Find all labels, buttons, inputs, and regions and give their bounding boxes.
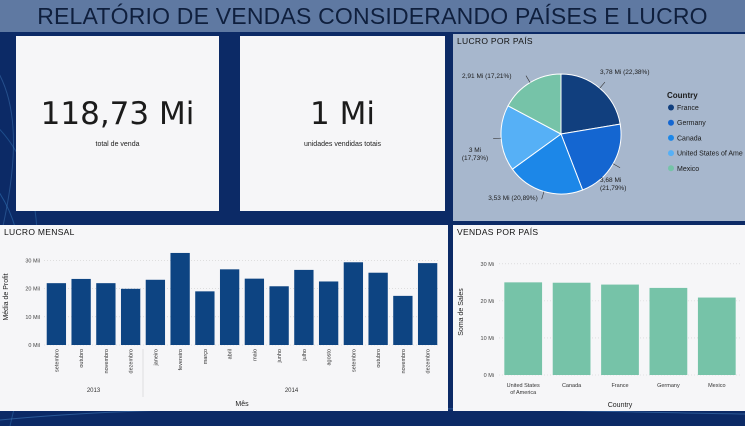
legend-marker xyxy=(668,165,674,172)
x-tick-label: France xyxy=(611,383,628,389)
legend-marker xyxy=(668,150,674,157)
pie-data-label: 3,68 Mi (21,79%) xyxy=(600,177,626,192)
bar[interactable] xyxy=(294,269,314,345)
pie-slice-united-states-of-ame[interactable] xyxy=(500,105,562,170)
panel-title: LUCRO MENSAL xyxy=(4,227,75,237)
pie-data-label: 2,91 Mi (17,21%) xyxy=(462,73,512,80)
bar[interactable] xyxy=(71,278,91,345)
pie-leader-line xyxy=(541,191,545,200)
y-tick-label: 0 Mi xyxy=(484,373,494,379)
x-tick-label: outubro xyxy=(79,349,85,368)
kpi-card-total-units[interactable]: 1 Mi unidades vendidas totais xyxy=(240,36,445,211)
panel-title: VENDAS POR PAÍS xyxy=(457,227,539,237)
bar[interactable] xyxy=(417,263,438,345)
legend-marker xyxy=(668,119,674,126)
year-label: 2014 xyxy=(285,388,299,394)
x-tick-label: setembro xyxy=(351,349,357,372)
pie-leader-line xyxy=(612,163,621,168)
legend-item[interactable]: United States of Ame xyxy=(677,151,743,158)
report-header: RELATÓRIO DE VENDAS CONSIDERANDO PAÍSES … xyxy=(0,0,745,32)
monthly-profit-chart: 0 Mil 10 Mil 20 Mil 30 Mil Média de Profit se… xyxy=(3,252,440,408)
pie-leader-line xyxy=(493,137,502,139)
x-tick-label: março xyxy=(203,349,209,364)
x-tick-label: United States of America xyxy=(507,383,540,396)
legend-marker xyxy=(668,134,674,141)
bar[interactable] xyxy=(96,283,116,345)
y-tick-label: 10 Mi xyxy=(481,336,494,342)
pie-leader-line xyxy=(525,75,531,83)
sales-by-country-panel[interactable]: VENDAS POR PAÍS 0 Mi 10 Mi 20 Mi 30 Mi Soma … xyxy=(453,225,745,411)
pie-data-label: 3 Mi (17,73%) xyxy=(462,147,488,162)
bar[interactable] xyxy=(552,282,591,375)
x-tick-label: agosto xyxy=(327,349,333,366)
x-tick-label: dezembro xyxy=(426,349,432,373)
pie-data-label: 3,78 Mi (22,38%) xyxy=(600,69,650,76)
profit-by-country-panel[interactable]: LUCRO POR PAÍS 3,78 Mi (22,38%) 3,68 Mi (2… xyxy=(453,34,745,221)
bar[interactable] xyxy=(170,252,190,345)
x-axis-title: Mês xyxy=(235,401,249,408)
bar[interactable] xyxy=(318,281,339,345)
legend-item[interactable]: Canada xyxy=(677,135,702,142)
x-tick-label: julho xyxy=(302,349,308,362)
x-tick-label: junho xyxy=(277,349,283,363)
x-tick-label: setembro xyxy=(54,349,60,372)
bar[interactable] xyxy=(219,269,240,345)
bar[interactable] xyxy=(244,278,265,345)
x-tick-label: fevereiro xyxy=(178,349,184,370)
x-tick-label: novembro xyxy=(401,349,407,373)
profit-pie-chart: 3,78 Mi (22,38%) 3,68 Mi (21,79%) 3,53 Mi (… xyxy=(462,69,743,202)
bar[interactable] xyxy=(195,291,215,345)
y-axis-title: Média de Profit xyxy=(3,273,10,320)
y-tick-label: 20 Mil xyxy=(25,287,40,293)
bar[interactable] xyxy=(504,282,543,375)
bar[interactable] xyxy=(343,262,364,345)
x-tick-label: abril xyxy=(228,349,234,359)
y-axis-title: Soma de Sales xyxy=(458,288,465,336)
kpi-value: 118,73 Mi xyxy=(40,96,195,132)
bar[interactable] xyxy=(120,288,141,345)
y-tick-label: 0 Mil xyxy=(28,343,40,349)
report-title: RELATÓRIO DE VENDAS CONSIDERANDO PAÍSES … xyxy=(37,2,708,29)
bar[interactable] xyxy=(601,284,639,375)
bar[interactable] xyxy=(649,287,688,375)
kpi-label: total de venda xyxy=(95,141,140,148)
bar[interactable] xyxy=(368,272,388,345)
sales-by-country-chart: 0 Mi 10 Mi 20 Mi 30 Mi Soma de Sales United S… xyxy=(458,262,741,409)
y-tick-label: 20 Mi xyxy=(481,299,494,305)
legend-item[interactable]: Mexico xyxy=(677,166,699,173)
y-tick-label: 30 Mil xyxy=(25,258,40,264)
kpi-value: 1 Mi xyxy=(310,96,375,132)
pie-data-label: 3,53 Mi (20,89%) xyxy=(488,195,538,202)
x-tick-label: maio xyxy=(252,349,258,361)
x-tick-label: janeiro xyxy=(153,349,159,367)
legend-item[interactable]: Germany xyxy=(677,120,706,127)
bar[interactable] xyxy=(393,295,413,345)
x-tick-label: novembro xyxy=(104,349,110,373)
panel-title: LUCRO POR PAÍS xyxy=(457,36,533,46)
y-tick-label: 10 Mil xyxy=(25,315,40,321)
bar[interactable] xyxy=(269,286,289,345)
bar[interactable] xyxy=(145,279,166,345)
bar[interactable] xyxy=(46,283,67,345)
pie-leader-line xyxy=(599,81,606,89)
legend-marker xyxy=(668,104,674,111)
pie-slice-germany[interactable] xyxy=(560,123,622,191)
pie-slice-france[interactable] xyxy=(560,73,621,135)
x-tick-label: Canada xyxy=(562,383,582,389)
x-tick-label: dezembro xyxy=(129,349,135,373)
x-tick-label: Mexico xyxy=(708,383,725,389)
legend-item[interactable]: France xyxy=(677,105,699,112)
legend-title: Country xyxy=(667,91,698,100)
kpi-label: unidades vendidas totais xyxy=(303,141,382,148)
y-tick-label: 30 Mi xyxy=(481,262,494,268)
x-tick-label: Germany xyxy=(657,383,680,389)
monthly-profit-panel[interactable]: LUCRO MENSAL 0 Mil 10 Mil 20 Mil 30 Mil Médi… xyxy=(0,225,448,411)
x-tick-label: outubro xyxy=(376,349,382,368)
bar[interactable] xyxy=(697,297,736,375)
pie-slice-mexico[interactable] xyxy=(507,73,562,135)
x-axis-title: Country xyxy=(608,402,633,409)
pie-slice-canada[interactable] xyxy=(511,133,584,195)
year-label: 2013 xyxy=(87,388,101,394)
kpi-card-total-sales[interactable]: 118,73 Mi total de venda xyxy=(16,36,219,211)
